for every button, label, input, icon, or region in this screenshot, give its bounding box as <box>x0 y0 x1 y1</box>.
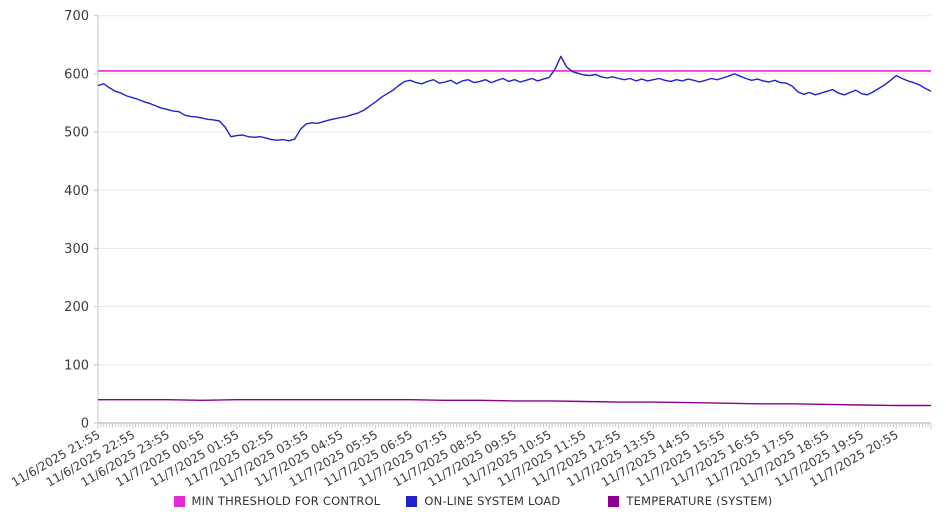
legend-label: ON-LINE SYSTEM LOAD <box>424 494 561 508</box>
temperature-line <box>98 399 931 407</box>
y-tick-label: 600 <box>64 67 89 82</box>
legend-label: MIN THRESHOLD FOR CONTROL <box>191 494 381 508</box>
legend-swatch-magenta-icon <box>173 495 185 507</box>
system-load-line <box>97 55 932 142</box>
y-tick-label: 100 <box>64 358 89 373</box>
legend-item-system-load[interactable]: ON-LINE SYSTEM LOAD <box>406 494 560 508</box>
y-tick-label: 700 <box>64 9 89 24</box>
chart-legend: MIN THRESHOLD FOR CONTROL ON-LINE SYSTEM… <box>0 494 946 508</box>
legend-swatch-purple-icon <box>608 495 620 507</box>
y-tick-label: 300 <box>64 242 89 257</box>
legend-swatch-blue-icon <box>406 495 418 507</box>
y-tick-label: 200 <box>64 300 89 315</box>
y-tick-label: 0 <box>81 417 89 432</box>
legend-item-min-threshold[interactable]: MIN THRESHOLD FOR CONTROL <box>173 494 381 508</box>
legend-item-temperature[interactable]: TEMPERATURE (SYSTEM) <box>608 494 772 508</box>
legend-label: TEMPERATURE (SYSTEM) <box>626 494 773 508</box>
y-tick-label: 400 <box>64 184 89 199</box>
y-tick-label: 500 <box>64 126 89 141</box>
